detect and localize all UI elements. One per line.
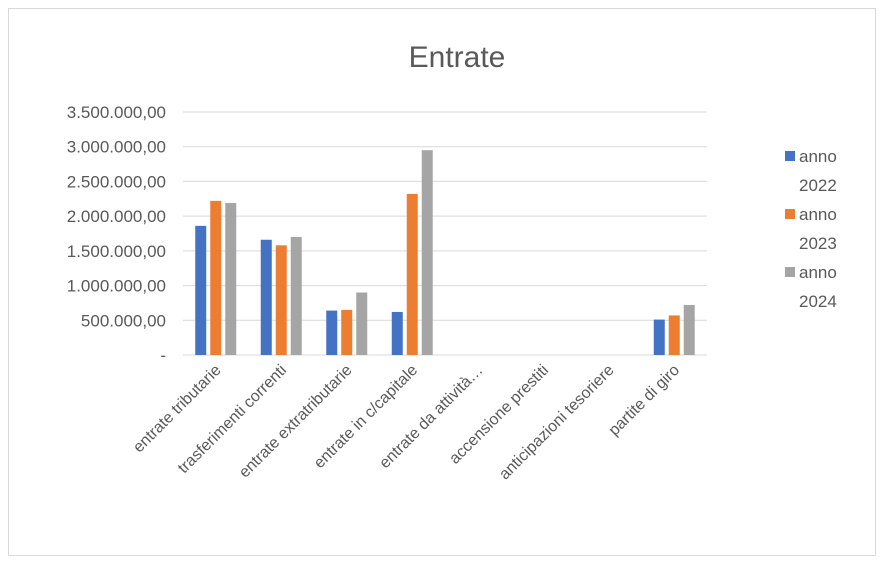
y-axis-tick-labels: - 500.000,00 1.000.000,00 1.500.000,00 2.000… [67, 103, 166, 365]
legend-label: anno [799, 205, 837, 224]
bars [195, 150, 695, 355]
bar-anno-2024-7 [683, 305, 695, 355]
y-tick-label: 1.000.000,00 [67, 277, 166, 296]
x-category-label: trasferimenti correnti [175, 362, 290, 477]
chart-area: Entrate - 500.000,00 1.000.000,00 1.500.000… [8, 8, 876, 556]
x-category-label: entrate extratributarie [236, 362, 356, 482]
legend-label: 2023 [799, 234, 837, 253]
chart-title: Entrate [409, 41, 506, 74]
bar-anno-2023-2 [341, 309, 353, 355]
bar-anno-2024-3 [421, 150, 433, 355]
y-tick-label: 2.500.000,00 [67, 172, 166, 191]
y-tick-label: 3.500.000,00 [67, 103, 166, 122]
y-tick-label: 1.500.000,00 [67, 242, 166, 261]
legend-swatch [785, 267, 795, 277]
legend-swatch [785, 151, 795, 161]
x-category-label: anticipazioni tesoriere [496, 362, 618, 484]
bar-anno-2022-3 [391, 311, 403, 355]
bar-anno-2022-7 [653, 319, 665, 355]
x-category-label: partite di giro [606, 362, 683, 439]
bar-anno-2024-0 [225, 202, 237, 355]
y-tick-label: - [160, 346, 166, 365]
bar-anno-2023-7 [668, 315, 680, 355]
bar-anno-2024-1 [290, 236, 302, 355]
bar-anno-2023-0 [210, 200, 222, 355]
bar-anno-2022-2 [326, 310, 338, 355]
legend-label: 2022 [799, 176, 837, 195]
legend-label: anno [799, 147, 837, 166]
bar-chart: Entrate - 500.000,00 1.000.000,00 1.500.000… [67, 41, 837, 484]
bar-anno-2022-1 [260, 239, 272, 355]
legend-label: anno [799, 263, 837, 282]
legend-label: 2024 [799, 292, 837, 311]
bar-anno-2023-1 [275, 245, 287, 355]
legend: anno 2022 anno 2023 anno 2024 [785, 147, 837, 311]
bar-anno-2023-3 [406, 193, 418, 355]
bar-anno-2024-2 [356, 292, 368, 355]
y-tick-label: 3.000.000,00 [67, 138, 166, 157]
legend-swatch [785, 209, 795, 219]
bar-anno-2022-0 [195, 225, 207, 355]
y-tick-label: 500.000,00 [81, 311, 166, 330]
y-tick-label: 2.000.000,00 [67, 207, 166, 226]
